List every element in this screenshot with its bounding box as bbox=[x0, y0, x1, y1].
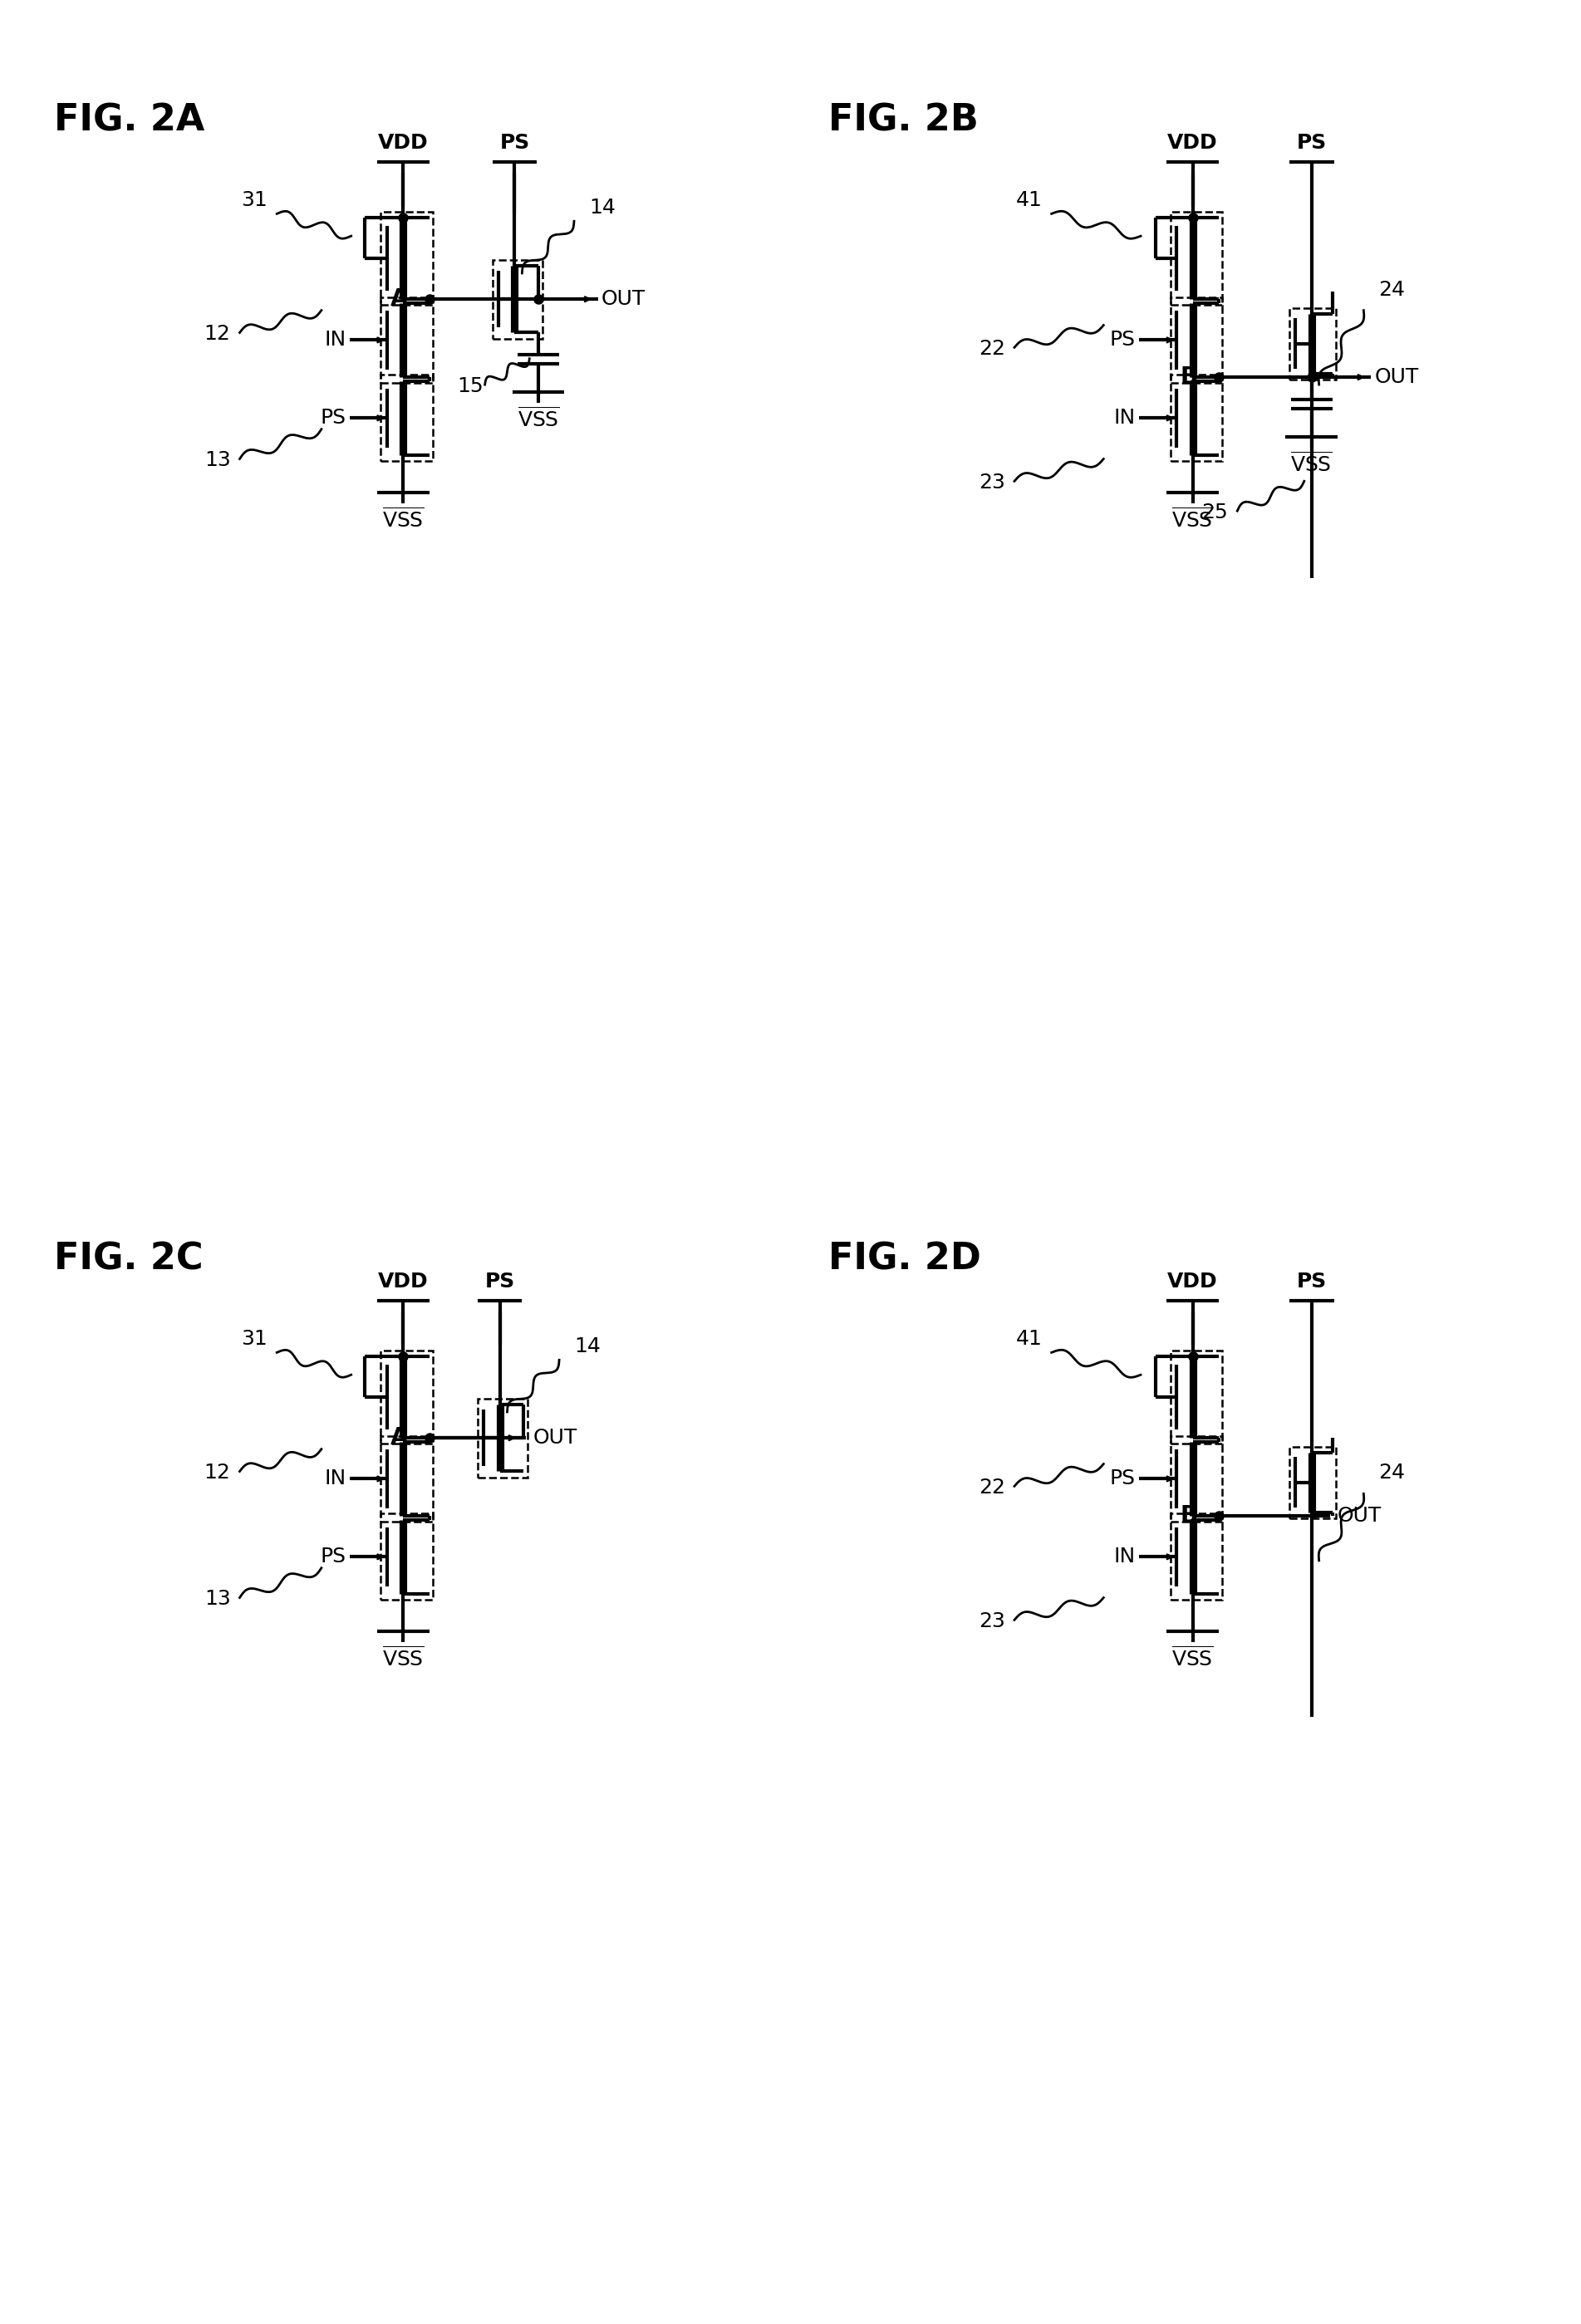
Text: OUT: OUT bbox=[1375, 367, 1420, 388]
Text: VDD: VDD bbox=[378, 132, 428, 153]
Text: OUT: OUT bbox=[1338, 1506, 1382, 1527]
Bar bbox=[492, 260, 542, 339]
Text: IN: IN bbox=[324, 1469, 346, 1490]
Text: PS: PS bbox=[485, 1271, 515, 1292]
Text: PS: PS bbox=[1296, 1271, 1326, 1292]
Text: B: B bbox=[1181, 365, 1198, 388]
Text: PS: PS bbox=[1110, 330, 1135, 351]
Bar bbox=[477, 1399, 526, 1478]
Text: OUT: OUT bbox=[601, 288, 645, 309]
Text: 13: 13 bbox=[204, 1590, 231, 1608]
Text: 24: 24 bbox=[1379, 1464, 1406, 1483]
Text: 23: 23 bbox=[979, 1611, 1006, 1631]
Text: FIG. 2A: FIG. 2A bbox=[54, 102, 204, 137]
Text: VDD: VDD bbox=[378, 1271, 428, 1292]
Text: 12: 12 bbox=[204, 1464, 231, 1483]
Text: PS: PS bbox=[321, 1548, 346, 1566]
Bar bbox=[381, 1436, 433, 1522]
Bar bbox=[1170, 1513, 1222, 1599]
Text: 13: 13 bbox=[204, 451, 231, 469]
Text: VDD: VDD bbox=[1167, 132, 1217, 153]
Text: 14: 14 bbox=[588, 198, 615, 218]
Text: FIG. 2D: FIG. 2D bbox=[828, 1241, 982, 1276]
Bar bbox=[381, 374, 433, 460]
Text: IN: IN bbox=[1113, 409, 1135, 428]
Text: A: A bbox=[391, 1427, 408, 1450]
Bar bbox=[381, 1513, 433, 1599]
Bar bbox=[1290, 1448, 1336, 1518]
Text: 22: 22 bbox=[979, 1478, 1006, 1497]
Bar bbox=[381, 297, 433, 383]
Text: 24: 24 bbox=[1379, 279, 1406, 300]
Text: OUT: OUT bbox=[533, 1427, 577, 1448]
Text: 31: 31 bbox=[242, 191, 267, 211]
Text: $\overline{\mathrm{VSS}}$: $\overline{\mathrm{VSS}}$ bbox=[1172, 1645, 1214, 1671]
Text: IN: IN bbox=[324, 330, 346, 351]
Text: PS: PS bbox=[500, 132, 530, 153]
Text: FIG. 2C: FIG. 2C bbox=[54, 1241, 202, 1276]
Bar bbox=[1170, 1350, 1222, 1443]
Text: 14: 14 bbox=[574, 1336, 601, 1357]
Text: PS: PS bbox=[321, 409, 346, 428]
Text: FIG. 2B: FIG. 2B bbox=[828, 102, 979, 137]
Text: $\overline{\mathrm{VSS}}$: $\overline{\mathrm{VSS}}$ bbox=[383, 507, 424, 532]
Text: IN: IN bbox=[1113, 1548, 1135, 1566]
Text: $\overline{\mathrm{VSS}}$: $\overline{\mathrm{VSS}}$ bbox=[1290, 451, 1333, 476]
Text: 22: 22 bbox=[979, 339, 1006, 358]
Text: 41: 41 bbox=[1017, 1329, 1042, 1350]
Text: 15: 15 bbox=[457, 376, 484, 395]
Bar bbox=[1290, 309, 1336, 379]
Text: VDD: VDD bbox=[1167, 1271, 1217, 1292]
Text: $\overline{\mathrm{VSS}}$: $\overline{\mathrm{VSS}}$ bbox=[1172, 507, 1214, 532]
Text: B: B bbox=[1181, 1504, 1198, 1527]
Bar bbox=[381, 211, 433, 304]
Bar bbox=[1170, 211, 1222, 304]
Text: PS: PS bbox=[1110, 1469, 1135, 1490]
Text: PS: PS bbox=[1296, 132, 1326, 153]
Text: 41: 41 bbox=[1017, 191, 1042, 211]
Text: $\overline{\mathrm{VSS}}$: $\overline{\mathrm{VSS}}$ bbox=[517, 407, 560, 430]
Text: 23: 23 bbox=[979, 472, 1006, 493]
Bar bbox=[1170, 374, 1222, 460]
Text: 31: 31 bbox=[242, 1329, 267, 1350]
Bar bbox=[1170, 1436, 1222, 1522]
Text: A: A bbox=[391, 288, 408, 311]
Text: 12: 12 bbox=[204, 325, 231, 344]
Bar bbox=[381, 1350, 433, 1443]
Bar bbox=[1170, 297, 1222, 383]
Text: 25: 25 bbox=[1202, 502, 1228, 523]
Text: $\overline{\mathrm{VSS}}$: $\overline{\mathrm{VSS}}$ bbox=[383, 1645, 424, 1671]
